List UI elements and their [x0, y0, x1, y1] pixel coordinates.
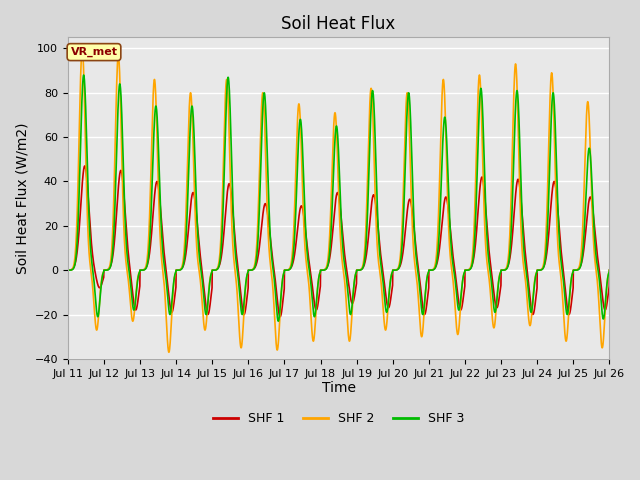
- SHF 1: [81, 163, 88, 169]
- SHF 2: [581, 147, 589, 153]
- SHF 3: [80, 72, 88, 78]
- SHF 2: [78, 46, 86, 51]
- SHF 1: [276, 314, 284, 320]
- SHF 2: [244, 270, 252, 276]
- SHF 3: [324, 260, 332, 266]
- SHF 3: [275, 318, 282, 324]
- SHF 1: [64, 267, 72, 273]
- SHF 2: [393, 267, 401, 273]
- SHF 1: [324, 261, 332, 267]
- Line: SHF 1: SHF 1: [68, 166, 609, 317]
- SHF 1: [172, 284, 180, 290]
- SHF 3: [244, 270, 252, 276]
- SHF 2: [172, 267, 180, 273]
- SHF 3: [605, 267, 613, 273]
- SHF 3: [581, 208, 589, 214]
- SHF 2: [605, 267, 613, 273]
- Line: SHF 3: SHF 3: [68, 75, 609, 321]
- SHF 3: [64, 267, 72, 273]
- SHF 2: [280, 270, 287, 276]
- SHF 1: [244, 289, 252, 295]
- SHF 2: [64, 267, 72, 273]
- Y-axis label: Soil Heat Flux (W/m2): Soil Heat Flux (W/m2): [15, 122, 29, 274]
- SHF 3: [393, 267, 401, 273]
- SHF 1: [280, 290, 287, 296]
- Title: Soil Heat Flux: Soil Heat Flux: [282, 15, 396, 33]
- X-axis label: Time: Time: [322, 382, 356, 396]
- SHF 1: [581, 233, 589, 239]
- SHF 3: [280, 271, 287, 276]
- Line: SHF 2: SHF 2: [68, 48, 609, 352]
- SHF 3: [172, 269, 180, 275]
- SHF 1: [605, 267, 613, 273]
- SHF 2: [165, 349, 173, 355]
- Legend: SHF 1, SHF 2, SHF 3: SHF 1, SHF 2, SHF 3: [208, 407, 469, 430]
- SHF 2: [324, 252, 332, 258]
- SHF 1: [393, 267, 401, 273]
- Text: VR_met: VR_met: [70, 47, 118, 57]
